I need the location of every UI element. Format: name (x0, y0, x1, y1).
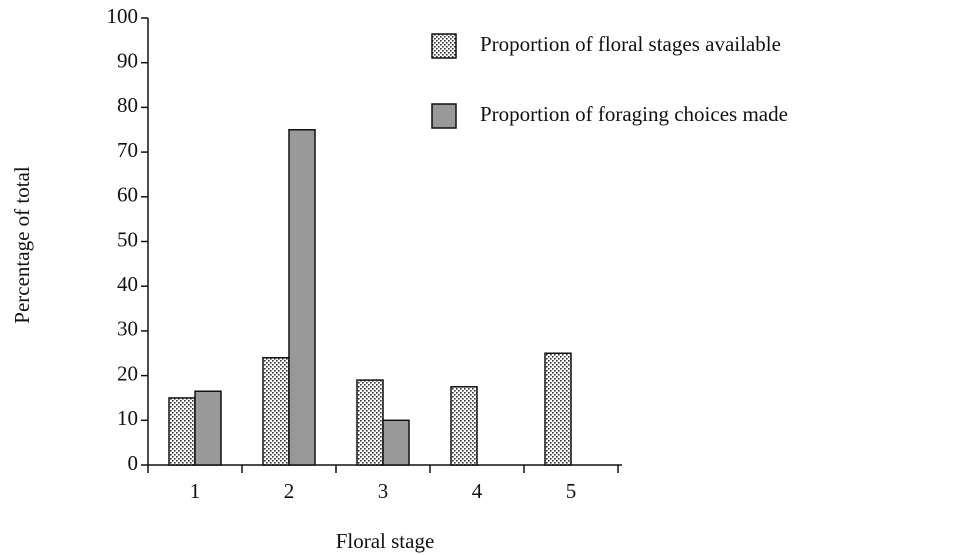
x-tick-label: 5 (566, 479, 577, 503)
y-tick-label: 100 (107, 4, 139, 28)
bar (262, 356, 290, 466)
bar (382, 419, 410, 466)
bar (544, 352, 572, 466)
bar (356, 379, 384, 466)
bar (168, 397, 196, 466)
y-tick-label: 60 (117, 183, 138, 207)
y-tick-label: 90 (117, 49, 138, 73)
y-tick-label: 40 (117, 272, 138, 296)
y-tick-label: 10 (117, 406, 138, 430)
y-tick-label: 50 (117, 227, 138, 251)
x-tick-label: 3 (378, 479, 389, 503)
x-axis-label: Floral stage (336, 529, 435, 553)
x-tick-label: 1 (190, 479, 201, 503)
y-tick-label: 20 (117, 361, 138, 385)
y-axis-label: Percentage of total (10, 166, 34, 324)
y-tick-label: 0 (128, 451, 139, 475)
y-tick-label: 80 (117, 93, 138, 117)
bar (194, 390, 222, 466)
y-tick-label: 70 (117, 138, 138, 162)
legend-swatch (431, 33, 457, 59)
legend-label: Proportion of floral stages available (480, 32, 781, 56)
y-tick-label: 30 (117, 317, 138, 341)
legend-swatch (431, 103, 457, 129)
legend-label: Proportion of foraging choices made (480, 102, 788, 126)
x-tick-label: 4 (472, 479, 483, 503)
bar (288, 129, 316, 466)
x-tick-label: 2 (284, 479, 295, 503)
bar (450, 386, 478, 466)
